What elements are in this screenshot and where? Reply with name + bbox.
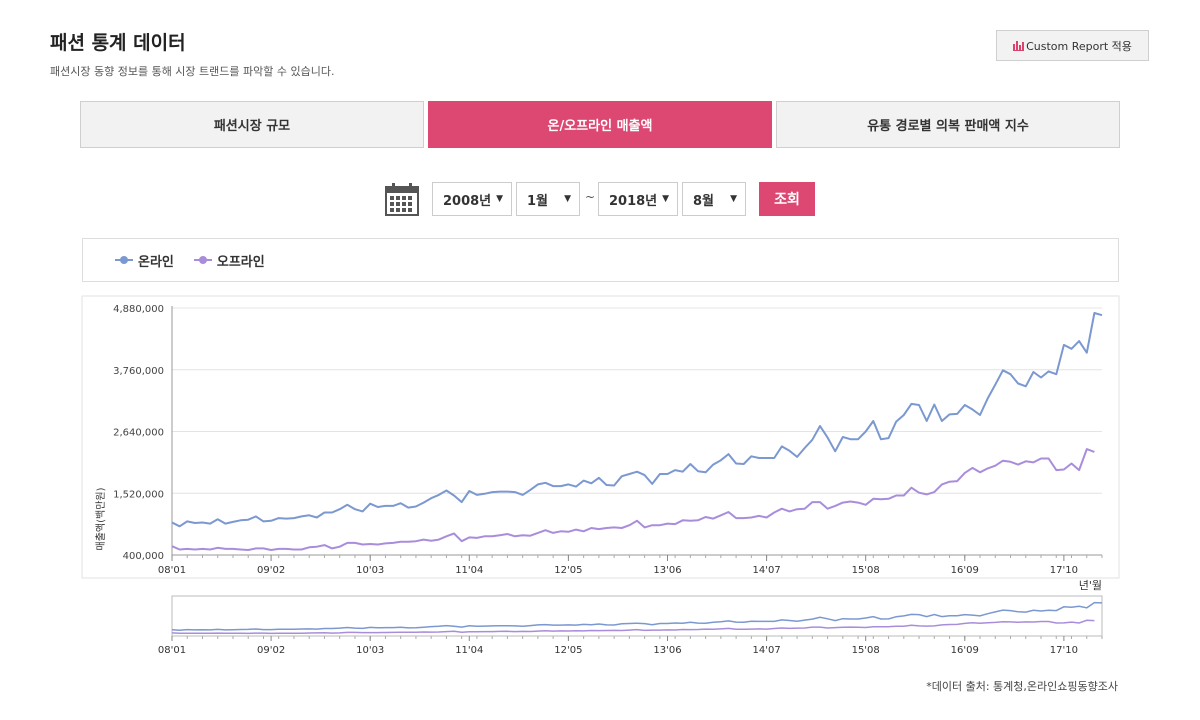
navigator-tick-label: 17'10 (1050, 645, 1078, 656)
x-axis-label: 년'월 (1079, 579, 1102, 592)
legend-marker-icon (193, 256, 212, 264)
chart-legend: 온라인 오프라인 (82, 238, 1119, 282)
tab-online-offline-sales[interactable]: 온/오프라인 매출액 (428, 101, 772, 148)
y-tick-label: 4,880,000 (113, 304, 164, 315)
x-tick-label: 11'04 (455, 565, 483, 576)
custom-report-button[interactable]: Custom Report 적용 (996, 30, 1149, 61)
y-tick-label: 2,640,000 (113, 428, 164, 439)
end-year-value: 2018년 (609, 193, 658, 209)
legend-label: 오프라인 (216, 254, 265, 270)
x-tick-label: 17'10 (1050, 565, 1078, 576)
date-range-separator: ~ (585, 190, 596, 204)
calendar-icon[interactable] (385, 182, 419, 216)
navigator-tick-label: 10'03 (356, 645, 384, 656)
caret-down-icon: ▼ (662, 194, 669, 204)
y-tick-label: 1,520,000 (113, 489, 164, 500)
navigator-line-online (171, 601, 1103, 632)
legend-item-online[interactable]: 온라인 (115, 251, 174, 270)
caret-down-icon: ▼ (564, 194, 571, 204)
series-line-offline (171, 448, 1095, 551)
navigator-tick-label: 09'02 (257, 645, 285, 656)
start-month-select[interactable]: 1월 ▼ (516, 182, 580, 216)
tab-clothing-sales-index[interactable]: 유통 경로별 의복 판매액 지수 (776, 101, 1120, 148)
chart-frame (81, 295, 1120, 579)
caret-down-icon: ▼ (496, 194, 503, 204)
start-year-select[interactable]: 2008년 ▼ (432, 182, 512, 216)
data-source-note: *데이터 출처: 통계청,온라인쇼핑동향조사 (926, 680, 1118, 693)
navigator-tick-label: 16'09 (951, 645, 979, 656)
legend-item-offline[interactable]: 오프라인 (193, 251, 265, 270)
x-tick-label: 10'03 (356, 565, 384, 576)
x-tick-label: 15'08 (852, 565, 880, 576)
x-tick-label: 16'09 (951, 565, 979, 576)
navigator-tick-label: 08'01 (158, 645, 186, 656)
end-month-select[interactable]: 8월 ▼ (682, 182, 746, 216)
x-tick-label: 09'02 (257, 565, 285, 576)
navigator-line-offline (171, 619, 1095, 635)
end-year-select[interactable]: 2018년 ▼ (598, 182, 678, 216)
tab-market-size[interactable]: 패션시장 규모 (80, 101, 424, 148)
y-axis-label: 매출액(백만원) (95, 487, 107, 550)
y-tick-label: 400,000 (123, 551, 164, 562)
caret-down-icon: ▼ (730, 194, 737, 204)
navigator-tick-label: 11'04 (455, 645, 483, 656)
custom-report-label: Custom Report 적용 (1026, 39, 1132, 53)
x-tick-label: 12'05 (554, 565, 582, 576)
start-month-value: 1월 (527, 193, 549, 209)
navigator-tick-label: 13'06 (653, 645, 681, 656)
page-subtitle: 패션시장 동향 정보를 통해 시장 트랜드를 파악할 수 있습니다. (50, 65, 335, 78)
navigator-tick-label: 14'07 (752, 645, 780, 656)
page-title: 패션 통계 데이터 (50, 32, 186, 54)
x-tick-label: 14'07 (752, 565, 780, 576)
navigator-tick-label: 12'05 (554, 645, 582, 656)
y-tick-label: 3,760,000 (113, 366, 164, 377)
search-button[interactable]: 조회 (759, 182, 815, 216)
sales-line-chart: 4,880,000 3,760,000 2,640,000 1,520,000 400,… (81, 295, 1120, 656)
x-tick-label: 08'01 (158, 565, 186, 576)
start-year-value: 2008년 (443, 193, 492, 209)
end-month-value: 8월 (693, 193, 715, 209)
legend-label: 온라인 (138, 254, 174, 270)
bar-chart-icon (1013, 40, 1025, 51)
tab-bar: 패션시장 규모 온/오프라인 매출액 유통 경로별 의복 판매액 지수 (80, 101, 1120, 148)
navigator-tick-label: 15'08 (852, 645, 880, 656)
x-tick-label: 13'06 (653, 565, 681, 576)
legend-marker-icon (115, 256, 133, 264)
series-line-online (171, 312, 1103, 528)
